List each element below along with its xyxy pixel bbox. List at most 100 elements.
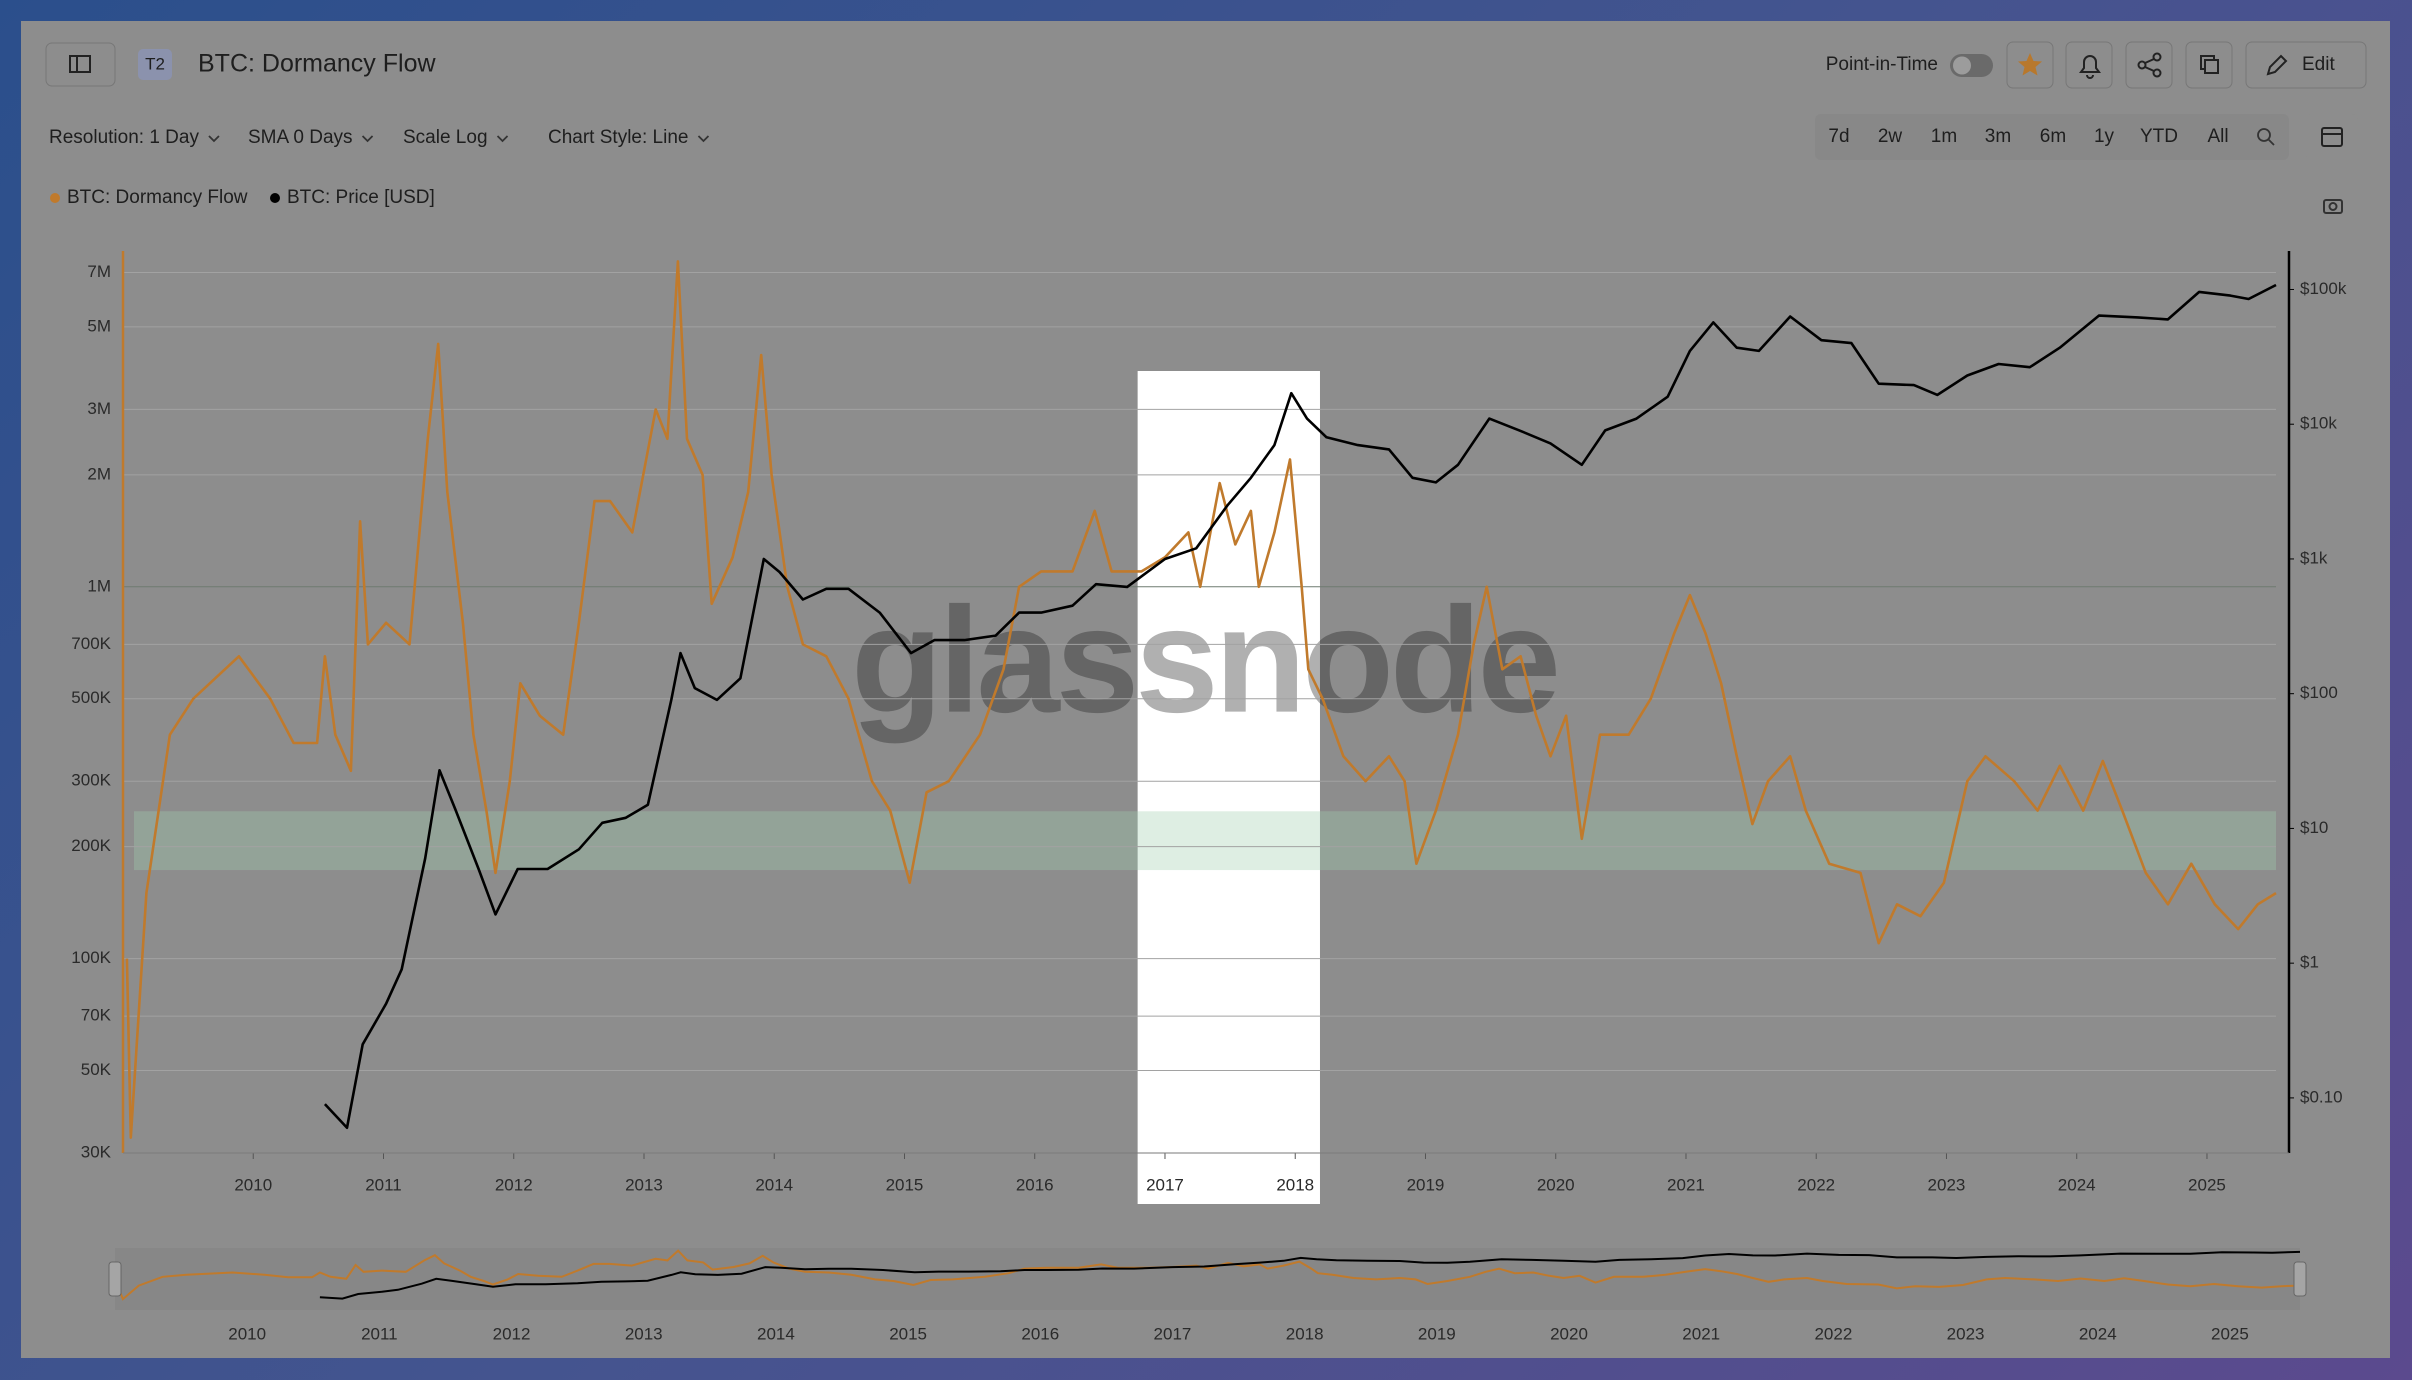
x-tick-label: 2018 bbox=[1276, 1175, 1314, 1194]
toolbar-option[interactable]: Chart Style: Line bbox=[548, 127, 688, 148]
x-tick-label: 2020 bbox=[1537, 1175, 1575, 1194]
y-tick-label: 200K bbox=[71, 836, 111, 855]
watermark: glassnode bbox=[851, 576, 1557, 744]
toggle-knob bbox=[1953, 56, 1971, 75]
y-tick-label: 500K bbox=[71, 688, 111, 707]
chevron bbox=[208, 135, 220, 143]
y2-tick-label: $0.10 bbox=[2300, 1087, 2343, 1106]
range-button[interactable]: All bbox=[2207, 126, 2228, 147]
share-icon bbox=[2137, 52, 2162, 78]
navigator-tick-label: 2019 bbox=[1418, 1324, 1456, 1343]
navigator-handle[interactable] bbox=[2293, 1261, 2307, 1297]
chevron bbox=[697, 135, 710, 143]
navigator-tick-label: 2013 bbox=[625, 1324, 663, 1343]
bell-icon bbox=[2079, 55, 2101, 79]
x-tick-label: 2010 bbox=[234, 1175, 272, 1194]
navigator-tick-label: 2011 bbox=[361, 1324, 398, 1343]
calendar-icon bbox=[2321, 127, 2343, 147]
legend-marker bbox=[270, 193, 280, 203]
navigator-tick-label: 2025 bbox=[2211, 1324, 2249, 1343]
share-button[interactable] bbox=[2125, 41, 2173, 89]
edit-icon bbox=[2266, 54, 2288, 76]
range-group bbox=[1815, 114, 2289, 160]
badge: T2 bbox=[145, 54, 165, 73]
navigator-tick-label: 2020 bbox=[1550, 1324, 1588, 1343]
navigator-handle[interactable] bbox=[108, 1261, 122, 1297]
copy-icon bbox=[2200, 55, 2219, 74]
y2-tick-label: $1 bbox=[2300, 953, 2319, 972]
legend-label: BTC: Dormancy Flow bbox=[67, 187, 248, 208]
y-tick-label: 50K bbox=[81, 1060, 112, 1079]
navigator-tick-label: 2012 bbox=[493, 1324, 531, 1343]
edit-label: Edit bbox=[2302, 54, 2335, 75]
y2-tick-label: $100 bbox=[2300, 683, 2338, 702]
series-line bbox=[125, 260, 2277, 1139]
alert-button[interactable] bbox=[2065, 41, 2113, 89]
y-tick-label: 3M bbox=[87, 399, 111, 418]
x-tick-label: 2023 bbox=[1928, 1175, 1966, 1194]
chevron bbox=[496, 135, 509, 143]
point-in-time-label: Point-in-Time bbox=[1826, 54, 1938, 75]
legend-marker bbox=[50, 193, 60, 203]
sidebar-icon bbox=[69, 55, 91, 73]
y2-tick-label: $10k bbox=[2300, 414, 2337, 433]
toolbar-option[interactable]: SMA 0 Days bbox=[248, 127, 353, 148]
calendar-button[interactable] bbox=[2306, 114, 2358, 160]
range-button[interactable]: 1m bbox=[1931, 126, 1957, 147]
range-button[interactable]: 6m bbox=[2040, 126, 2066, 147]
chevron bbox=[361, 135, 374, 143]
series-line bbox=[323, 283, 2277, 1130]
navigator-line bbox=[319, 1250, 2301, 1300]
range-button[interactable]: 1y bbox=[2094, 126, 2115, 147]
y-tick-label: 70K bbox=[81, 1006, 112, 1025]
x-tick-label: 2014 bbox=[755, 1175, 793, 1194]
y-tick-label: 300K bbox=[71, 771, 111, 790]
y-tick-label: 1M bbox=[87, 576, 111, 595]
x-tick-label: 2015 bbox=[886, 1175, 924, 1194]
y2-tick-label: $1k bbox=[2300, 548, 2328, 567]
y-tick-label: 2M bbox=[87, 464, 111, 483]
y-tick-label: 700K bbox=[71, 634, 111, 653]
title: BTC: Dormancy Flow bbox=[198, 50, 436, 78]
range-button[interactable]: YTD bbox=[2140, 126, 2178, 147]
y-tick-label: 100K bbox=[71, 948, 111, 967]
y-tick-label: 7M bbox=[87, 262, 111, 281]
x-tick-label: 2017 bbox=[1146, 1175, 1184, 1194]
x-tick-label: 2024 bbox=[2058, 1175, 2096, 1194]
highlight bbox=[1137, 371, 1320, 1204]
navigator-tick-label: 2017 bbox=[1154, 1324, 1192, 1343]
x-tick-label: 2025 bbox=[2188, 1175, 2226, 1194]
navigator-tick-label: 2014 bbox=[757, 1324, 795, 1343]
navigator-tick-label: 2023 bbox=[1947, 1324, 1985, 1343]
star-icon bbox=[2018, 53, 2042, 76]
toolbar-option[interactable]: Resolution: 1 Day bbox=[49, 127, 199, 148]
sidebar-button[interactable] bbox=[45, 42, 116, 87]
y2-tick-label: $100k bbox=[2300, 279, 2347, 298]
y-tick-label: 30K bbox=[81, 1142, 112, 1161]
range-button[interactable]: 3m bbox=[1985, 126, 2011, 147]
badge-bg bbox=[138, 49, 172, 80]
legend-label: BTC: Price [USD] bbox=[287, 187, 435, 208]
navigator-tick-label: 2018 bbox=[1286, 1324, 1324, 1343]
navigator-tick-label: 2010 bbox=[228, 1324, 266, 1343]
camera-icon[interactable] bbox=[2323, 199, 2343, 214]
x-tick-label: 2013 bbox=[625, 1175, 663, 1194]
x-tick-label: 2016 bbox=[1016, 1175, 1054, 1194]
range-button[interactable]: 7d bbox=[1828, 126, 1849, 147]
range-button[interactable]: 2w bbox=[1878, 126, 1903, 147]
toolbar-option[interactable]: Scale Log bbox=[403, 127, 488, 148]
navigator-tick-label: 2015 bbox=[889, 1324, 927, 1343]
navigator-tick-label: 2024 bbox=[2079, 1324, 2117, 1343]
range-zoom-icon bbox=[2257, 128, 2275, 146]
x-tick-label: 2021 bbox=[1667, 1175, 1705, 1194]
navigator-tick-label: 2016 bbox=[1021, 1324, 1059, 1343]
x-tick-label: 2012 bbox=[495, 1175, 533, 1194]
edit-button[interactable] bbox=[2245, 41, 2367, 89]
y2-tick-label: $10 bbox=[2300, 818, 2328, 837]
navigator-tick-label: 2021 bbox=[1682, 1324, 1720, 1343]
x-tick-label: 2011 bbox=[365, 1175, 402, 1194]
x-tick-label: 2022 bbox=[1797, 1175, 1835, 1194]
navigator-tick-label: 2022 bbox=[1814, 1324, 1852, 1343]
